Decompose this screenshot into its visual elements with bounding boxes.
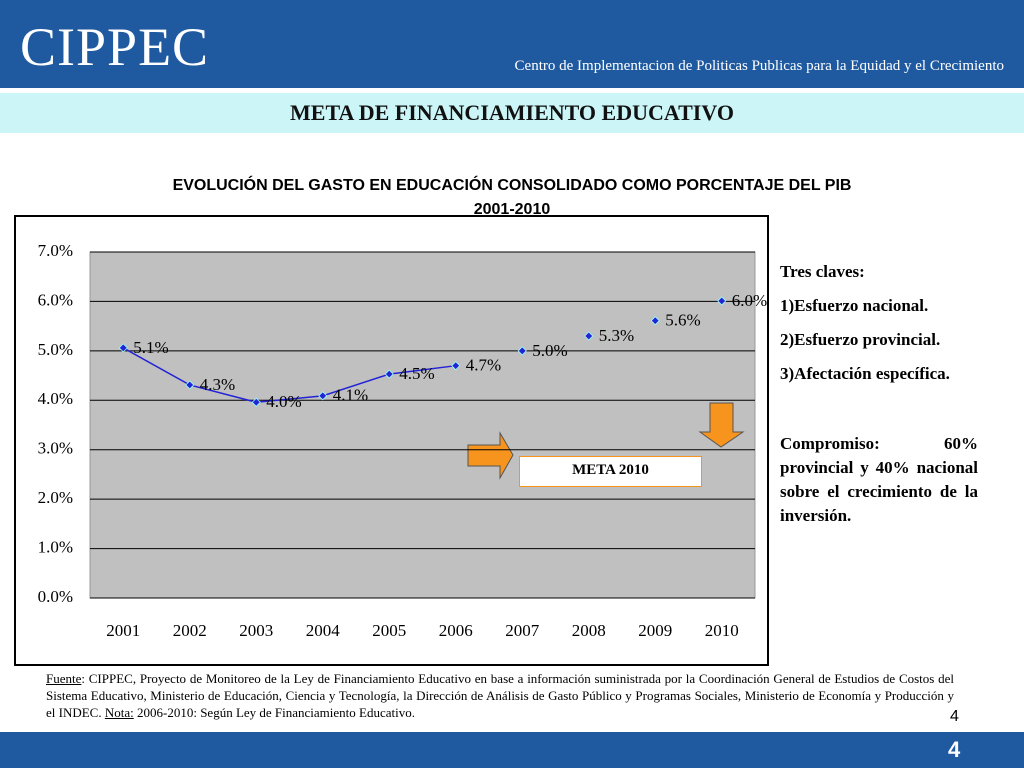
y-tick-label: 0.0%: [38, 587, 73, 606]
point-marker: [717, 296, 727, 306]
point-marker: [118, 343, 128, 353]
point-marker: [650, 316, 660, 326]
x-tick-label: 2010: [705, 621, 739, 640]
x-tick-label: 2004: [306, 621, 341, 640]
data-label: 4.1%: [333, 386, 368, 405]
y-tick-label: 2.0%: [38, 488, 73, 507]
data-label: 4.7%: [466, 356, 501, 375]
sidebar-item: 1)Esfuerzo nacional.: [780, 296, 929, 315]
data-label: 5.6%: [665, 311, 700, 330]
point-marker: [318, 391, 328, 401]
sidebar-item: 3)Afectación específica.: [780, 364, 950, 383]
footnote: Fuente: CIPPEC, Proyecto de Monitoreo de…: [46, 670, 954, 721]
sidebar-heading: Tres claves:: [780, 262, 865, 281]
point-marker: [185, 380, 195, 390]
y-tick-label: 6.0%: [38, 290, 73, 309]
x-tick-label: 2009: [638, 621, 672, 640]
commitment: Compromiso: 60% provincial y 40% naciona…: [780, 434, 978, 525]
x-tick-label: 2003: [239, 621, 273, 640]
x-tick-label: 2002: [173, 621, 207, 640]
x-tick-label: 2001: [106, 621, 140, 640]
point-marker: [251, 397, 261, 407]
y-tick-label: 3.0%: [38, 439, 73, 458]
y-tick-label: 1.0%: [38, 537, 73, 556]
point-marker: [584, 331, 594, 341]
title-band: [0, 93, 1024, 133]
data-label: 4.5%: [399, 364, 434, 383]
arrow-down: [698, 402, 745, 448]
note-text: 2006-2010: Según Ley de Financiamiento E…: [133, 705, 415, 720]
x-tick-label: 2006: [439, 621, 473, 640]
chart-title-block: EVOLUCIÓN DEL GASTO EN EDUCACIÓN CONSOLI…: [60, 174, 964, 222]
y-tick-label: 4.0%: [38, 389, 73, 408]
note-label: Nota:: [104, 705, 134, 720]
series-line: [122, 347, 456, 404]
chart-subtitle: 2001-2010: [473, 201, 551, 218]
arrow-right: [467, 431, 514, 480]
y-tick-label: 7.0%: [38, 241, 73, 260]
data-label: 4.3%: [200, 375, 235, 394]
chart-title: EVOLUCIÓN DEL GASTO EN EDUCACIÓN CONSOLI…: [172, 177, 852, 194]
point-marker: [517, 346, 527, 356]
source-text: : CIPPEC, Proyecto de Monitoreo de la Le…: [46, 671, 954, 720]
data-label: 6.0%: [732, 291, 767, 310]
data-label: 5.3%: [599, 326, 634, 345]
sidebar-item: 2)Esfuerzo provincial.: [780, 330, 941, 349]
footer-band: [0, 732, 1024, 768]
header-band: [0, 0, 1024, 88]
data-label: 5.1%: [133, 338, 168, 357]
page-number-small: 4: [950, 708, 959, 725]
point-marker: [384, 369, 394, 379]
point-marker: [451, 361, 461, 371]
x-tick-label: 2005: [372, 621, 406, 640]
x-tick-label: 2007: [505, 621, 540, 640]
x-tick-label: 2008: [572, 621, 606, 640]
slide-title: META DE FINANCIAMIENTO EDUCATIVO: [290, 100, 734, 125]
y-tick-label: 5.0%: [38, 340, 73, 359]
plot-area: [89, 251, 756, 599]
annotation-box: META 2010: [519, 456, 702, 487]
logo: CIPPEC: [20, 17, 210, 77]
data-label: 5.0%: [532, 341, 567, 360]
page-number: 4: [948, 737, 961, 762]
data-label: 4.0%: [266, 392, 301, 411]
sidebar: Tres claves: 1)Esfuerzo nacional. 2)Esfu…: [780, 260, 978, 528]
tagline: Centro de Implementacion de Politicas Pu…: [514, 58, 1004, 74]
source-label: Fuente: [46, 671, 82, 686]
